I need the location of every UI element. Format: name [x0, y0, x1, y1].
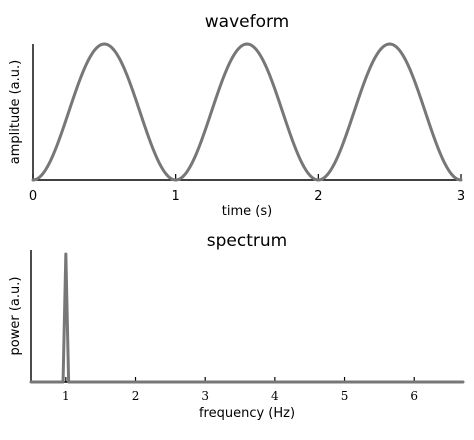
y-axis-label: amplitude (a.u.) [8, 60, 23, 164]
x-axis-label: time (s) [222, 204, 272, 219]
x-tick-label: 2 [132, 389, 140, 403]
x-tick-label: 3 [457, 189, 465, 204]
x-tick-label: 0 [29, 189, 37, 204]
chart-title: waveform [205, 12, 289, 32]
x-tick-label: 6 [410, 389, 418, 403]
x-tick-label: 3 [201, 389, 209, 403]
x-tick-label: 5 [341, 389, 349, 403]
y-axis-label: power (a.u.) [8, 277, 23, 356]
x-tick-label: 2 [314, 189, 322, 204]
waveform-chart: waveform 0 1 2 3 time (s) amplitude (a.u.) [8, 12, 465, 219]
x-tick-label: 1 [172, 189, 180, 204]
spectrum-chart: spectrum 1 2 3 4 5 6 frequency (Hz) power (a.u.) [8, 231, 465, 421]
chart-title: spectrum [207, 231, 287, 251]
x-axis-label: frequency (Hz) [199, 406, 295, 421]
series-line [29, 252, 465, 384]
series-line [31, 42, 463, 182]
x-tick-label: 4 [271, 389, 279, 403]
x-tick-label: 1 [62, 389, 70, 403]
